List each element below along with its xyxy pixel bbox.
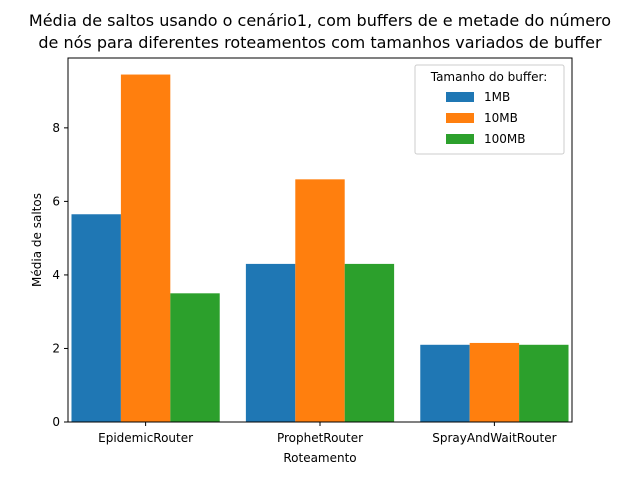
bar-1mb-sprayandwaitrouter [420,344,470,422]
chart-title-line-2: de nós para diferentes roteamentos com t… [38,33,602,52]
legend-label-100mb: 100MB [484,132,526,146]
bar-100mb-sprayandwaitrouter [519,344,569,422]
y-tick-label: 0 [52,415,60,429]
y-axis: 0 2 4 6 8 [52,121,68,429]
bar-1mb-epidemicrouter [71,214,121,422]
bar-100mb-epidemicrouter [170,293,220,422]
x-axis-label: Roteamento [283,451,356,465]
bar-10mb-epidemicrouter [120,74,171,422]
legend-title: Tamanho do buffer: [430,70,548,84]
legend-box [414,64,565,155]
x-tick-label: ProphetRouter [277,431,363,445]
bars-group [71,74,569,422]
legend-swatch-100mb [446,134,474,144]
y-axis-label: Média de saltos [30,193,44,287]
y-tick-label: 4 [52,268,60,282]
bar-100mb-prophetrouter [344,263,395,422]
x-tick-label: EpidemicRouter [98,431,193,445]
plot-frame [67,57,573,423]
legend-label-1mb: 1MB [484,90,510,104]
y-tick-label: 2 [52,341,60,355]
legend: Tamanho do buffer: 1MB 10MB 100MB [414,64,565,155]
x-axis: EpidemicRouter ProphetRouter SprayAndWaitR… [98,422,557,445]
y-tick-label: 8 [52,121,60,135]
legend-swatch-10mb [446,113,474,123]
legend-label-10mb: 10MB [484,111,518,125]
x-tick-label: SprayAndWaitRouter [432,431,556,445]
y-tick-label: 6 [52,194,60,208]
bar-10mb-prophetrouter [295,179,345,422]
bar-10mb-sprayandwaitrouter [469,342,520,422]
bar-1mb-prophetrouter [245,263,296,422]
legend-swatch-1mb [446,92,474,102]
legend-items: 1MB 10MB 100MB [446,90,526,146]
chart-title-line-1: Média de saltos usando o cenário1, com b… [29,11,611,30]
